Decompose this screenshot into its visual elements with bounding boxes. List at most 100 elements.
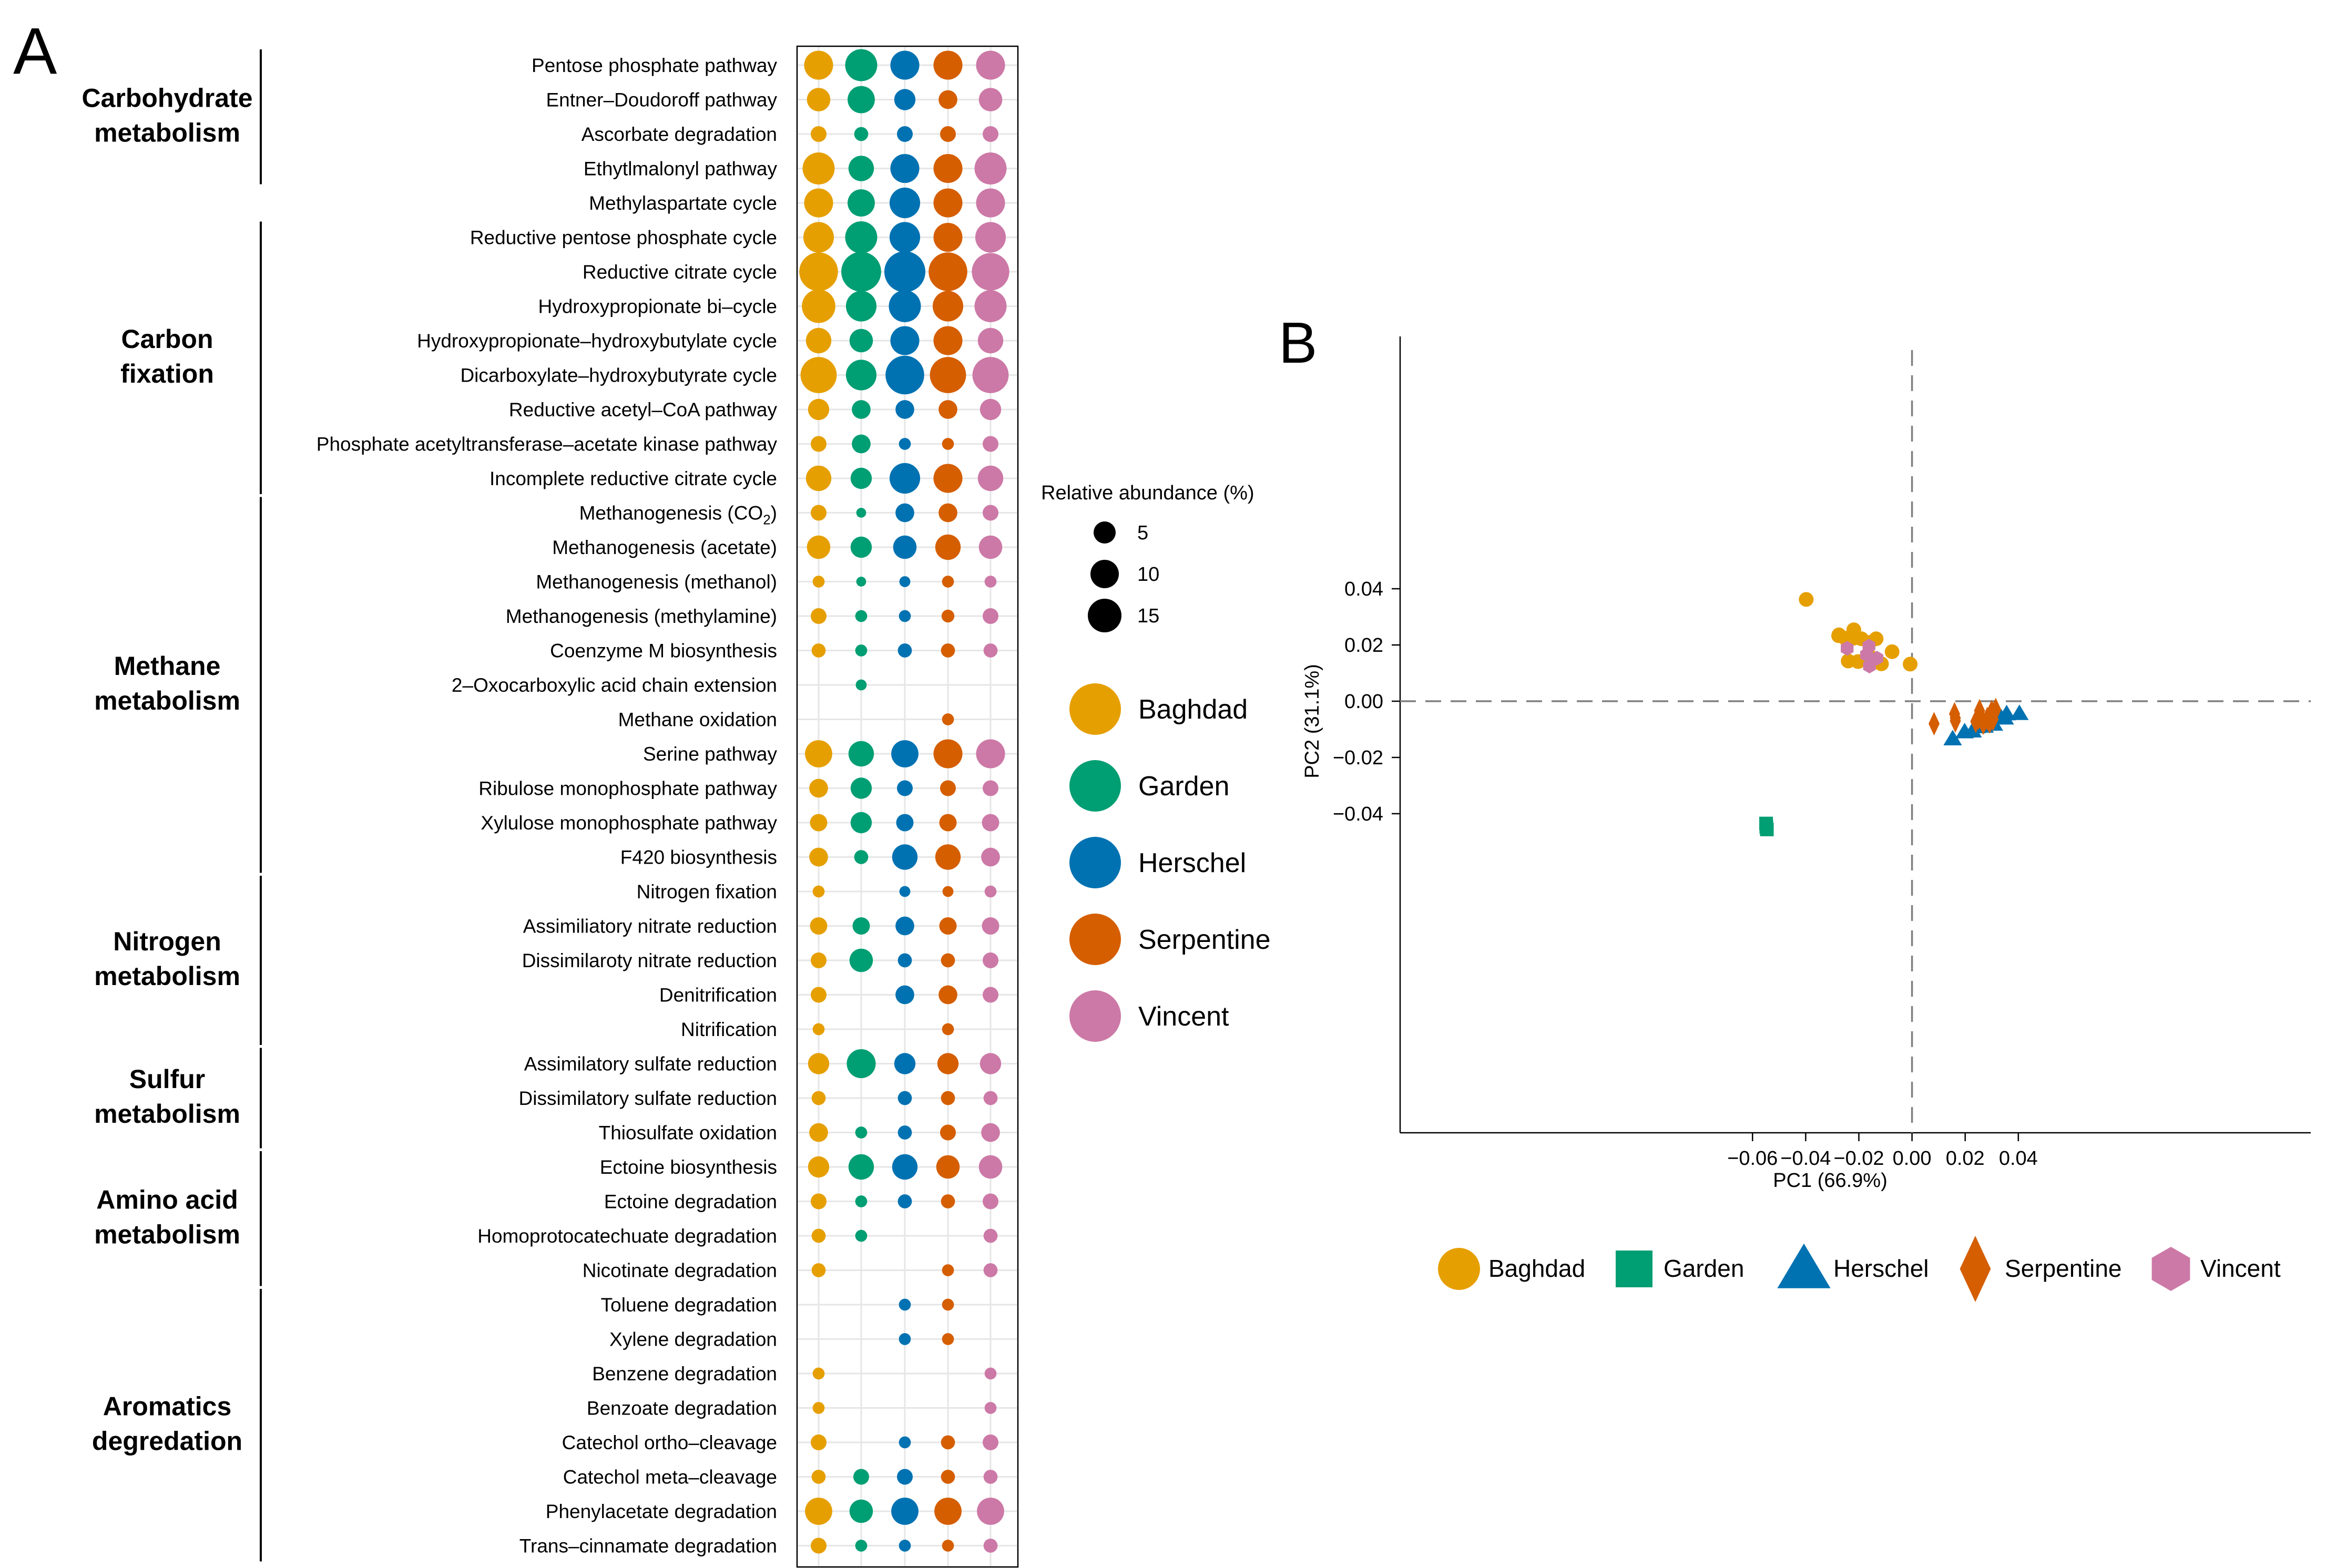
- bubble-garden-hydroxypropionate-bi-cycle: [845, 291, 877, 322]
- bubble-garden-catechol-meta-cleavage: [853, 1469, 870, 1485]
- bubble-vincent-hydroxypropionate-hydroxybutylate-cycle: [977, 327, 1004, 354]
- bubble-herschel-incomplete-reductive-citrate-cycle: [889, 463, 921, 494]
- category-label: metabolism: [94, 1219, 240, 1249]
- bubble-vincent-nitrogen-fixation: [984, 885, 997, 898]
- bubble-vincent-benzoate-degradation: [984, 1402, 997, 1414]
- bubble-serpentine-nitrification: [942, 1023, 954, 1036]
- bubble-baghdad-thiosulfate-oxidation: [809, 1123, 828, 1142]
- bubble-herschel-entner-doudoroff-pathway: [894, 89, 916, 110]
- bubble-vincent-methanogenesis-acetate: [978, 535, 1003, 559]
- category-label: fixation: [120, 359, 214, 388]
- pathway-label-dissimilaroty-nitrate-reduction: Dissimilaroty nitrate reduction: [522, 950, 777, 971]
- bubble-vincent-ribulose-monophosphate-pathway: [982, 780, 999, 796]
- bubble-herschel-coenzyme-m-biosynthesis: [897, 643, 912, 658]
- bubble-garden-phosphate-acetyltransferase-acetate-kinase-pathway: [852, 434, 871, 454]
- legend-label-serpentine: Serpentine: [1138, 925, 1271, 955]
- bubble-vincent-dissimilatory-sulfate-reduction: [983, 1091, 998, 1105]
- bubble-garden-ribulose-monophosphate-pathway: [850, 777, 872, 799]
- panel-a: A Carbohydrate metabolism Carbon fixation Me…: [13, 15, 1271, 1568]
- size-legend-label-15: 15: [1137, 605, 1159, 627]
- bubble-vincent-incomplete-reductive-citrate-cycle: [977, 465, 1004, 491]
- bubble-garden-reductive-citrate-cycle: [841, 252, 881, 292]
- bubble-baghdad-reductive-citrate-cycle: [799, 252, 838, 291]
- bubble-herschel-reductive-citrate-cycle: [884, 251, 926, 293]
- bubble-serpentine-xylene-degradation: [942, 1333, 954, 1345]
- bubble-serpentine-xylulose-monophosphate-pathway: [939, 814, 957, 832]
- bubble-vincent-catechol-ortho-cleavage: [982, 1434, 999, 1451]
- pathway-label-methanogenesis-acetate: Methanogenesis (acetate): [552, 537, 777, 558]
- bubble-vincent-benzene-degradation: [984, 1367, 997, 1380]
- legend-label-herschel: Herschel: [1833, 1255, 1929, 1282]
- bubble-garden-entner-doudoroff-pathway: [848, 86, 875, 114]
- size-legend-circle-10: [1090, 560, 1119, 588]
- bubble-garden-assimilatory-sulfate-reduction: [846, 1049, 876, 1079]
- color-legend: Baghdad Garden Herschel Serpentine Vincent: [1069, 683, 1271, 1042]
- bubble-baghdad-assimilatory-sulfate-reduction: [808, 1053, 830, 1074]
- bubble-baghdad-ribulose-monophosphate-pathway: [809, 778, 828, 798]
- bubble-garden-reductive-pentose-phosphate-cycle: [845, 221, 878, 254]
- bubble-serpentine-nicotinate-degradation: [942, 1264, 954, 1276]
- pathway-label-xylene-degradation: Xylene degradation: [609, 1329, 777, 1350]
- pathway-label-catechol-meta-cleavage: Catechol meta–cleavage: [563, 1467, 777, 1488]
- pathway-label-xylulose-monophosphate-pathway: Xylulose monophosphate pathway: [481, 812, 777, 834]
- bubble-baghdad-dissimilatory-sulfate-reduction: [811, 1091, 826, 1105]
- bubble-herschel-denitrification: [895, 985, 914, 1005]
- x-tick-label: −0.02: [1833, 1147, 1884, 1170]
- legend-label-garden: Garden: [1138, 771, 1229, 802]
- y-tick-label: 0.02: [1344, 634, 1383, 657]
- y-tick-label: −0.04: [1333, 803, 1383, 825]
- bubble-serpentine-ectoine-degradation: [941, 1194, 955, 1208]
- size-legend: Relative abundance (%) 5 10 15: [1041, 482, 1254, 632]
- size-legend-circle-5: [1094, 521, 1116, 544]
- bubble-baghdad-entner-doudoroff-pathway: [807, 88, 831, 111]
- bubble-garden-ectoine-biosynthesis: [848, 1154, 874, 1180]
- bubble-serpentine-methanogenesis-co2: [938, 503, 957, 522]
- pathway-label-reductive-citrate-cycle: Reductive citrate cycle: [583, 261, 777, 283]
- pathway-label-ribulose-monophosphate-pathway: Ribulose monophosphate pathway: [478, 778, 777, 800]
- bubble-garden-hydroxypropionate-hydroxybutylate-cycle: [849, 329, 873, 353]
- bubble-vincent-reductive-citrate-cycle: [972, 253, 1009, 291]
- bubble-serpentine-methanogenesis-acetate: [935, 534, 961, 560]
- bubble-vincent-denitrification: [982, 987, 999, 1003]
- bubble-serpentine-f420-biosynthesis: [935, 844, 961, 870]
- bubble-herschel-phosphate-acetyltransferase-acetate-kinase-pathway: [899, 438, 911, 450]
- bubble-baghdad-phenylacetate-degradation: [805, 1498, 832, 1525]
- category-label: Nitrogen: [113, 927, 221, 956]
- bubble-baghdad-dicarboxylate-hydroxybutyrate-cycle: [800, 357, 837, 393]
- bubble-herschel-assimiliatory-nitrate-reduction: [895, 916, 914, 936]
- bubble-garden-ectoine-degradation: [855, 1195, 868, 1207]
- bubble-vincent-dissimilaroty-nitrate-reduction: [982, 952, 999, 969]
- legend-label-herschel: Herschel: [1138, 848, 1246, 878]
- pathway-label-incomplete-reductive-citrate-cycle: Incomplete reductive citrate cycle: [489, 468, 777, 489]
- point-vincent: [1841, 641, 1854, 656]
- bubble-garden-thiosulfate-oxidation: [855, 1126, 868, 1139]
- bubble-serpentine-thiosulfate-oxidation: [940, 1124, 956, 1141]
- bubble-serpentine-coenzyme-m-biosynthesis: [941, 643, 955, 658]
- bubble-baghdad-xylulose-monophosphate-pathway: [810, 814, 828, 832]
- legend-label-vincent: Vincent: [1138, 1001, 1229, 1032]
- bubble-serpentine-hydroxypropionate-bi-cycle: [932, 291, 964, 322]
- bubble-garden-methanogenesis-acetate: [850, 536, 872, 558]
- bubble-herschel-xylulose-monophosphate-pathway: [896, 814, 914, 832]
- bubble-vincent-homoprotocatechuate-degradation: [983, 1228, 998, 1243]
- pathway-label-assimilatory-sulfate-reduction: Assimilatory sulfate reduction: [524, 1053, 777, 1075]
- bubble-garden-methylaspartate-cycle: [848, 189, 875, 217]
- bubble-baghdad-incomplete-reductive-citrate-cycle: [805, 465, 832, 491]
- bubble-vincent-reductive-acetyl-coa-pathway: [980, 398, 1002, 421]
- bubble-herschel-phenylacetate-degradation: [891, 1498, 919, 1525]
- pathway-label-dicarboxylate-hydroxybutyrate-cycle: Dicarboxylate–hydroxybutyrate cycle: [460, 365, 777, 386]
- bubble-baghdad-f420-biosynthesis: [809, 847, 828, 867]
- pathway-label-2-oxocarboxylic-acid-chain-extension: 2–Oxocarboxylic acid chain extension: [452, 674, 777, 696]
- point-vincent: [1860, 647, 1873, 662]
- bubble-serpentine-toluene-degradation: [942, 1298, 954, 1311]
- point-garden: [1760, 822, 1774, 836]
- bubble-herschel-catechol-meta-cleavage: [896, 1469, 913, 1485]
- bubble-baghdad-nitrogen-fixation: [812, 885, 825, 898]
- bubble-baghdad-hydroxypropionate-hydroxybutylate-cycle: [805, 327, 832, 354]
- bubble-vincent-assimiliatory-nitrate-reduction: [982, 917, 999, 935]
- pathway-label-ethytlmalonyl-pathway: Ethytlmalonyl pathway: [584, 158, 778, 180]
- point-serpentine: [1973, 706, 1984, 730]
- legend-label-baghdad: Baghdad: [1488, 1255, 1585, 1282]
- bubble-serpentine-methylaspartate-cycle: [933, 188, 963, 218]
- bubble-baghdad-catechol-meta-cleavage: [811, 1470, 826, 1484]
